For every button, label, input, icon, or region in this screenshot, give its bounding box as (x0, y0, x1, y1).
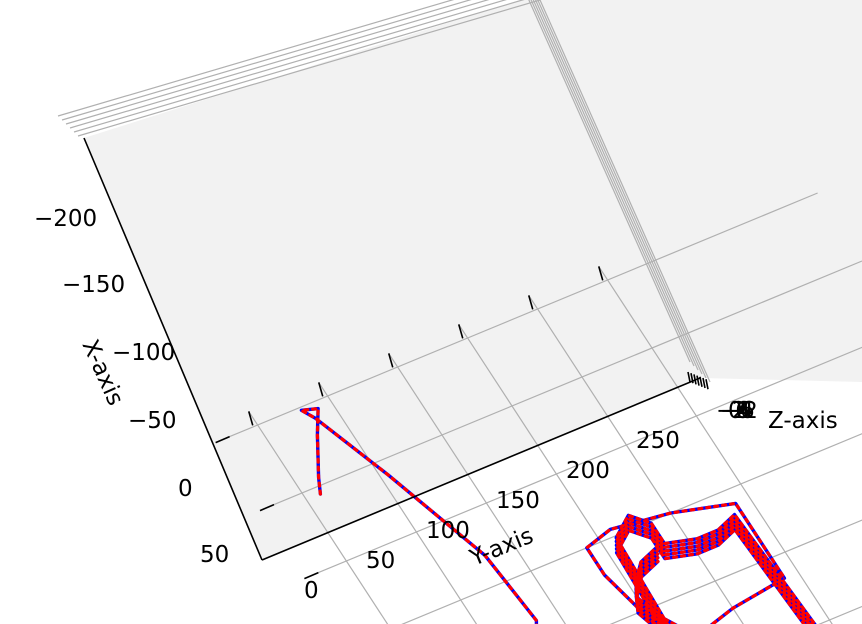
x-tick-label: −200 (34, 206, 97, 232)
x-tick-mark (215, 435, 230, 444)
grid-lines (229, 192, 862, 624)
y-tick-mark (387, 353, 394, 368)
y-tick-label: 200 (566, 458, 610, 484)
grid-line-x (609, 519, 862, 624)
series-line (615, 528, 806, 624)
pane-edge-line (532, 0, 699, 371)
z-axis-edge-lines (57, 0, 711, 383)
y-tick-mark (247, 411, 254, 426)
y-tick-label: 250 (636, 428, 680, 454)
x-tick-mark (304, 571, 319, 580)
x-axis-line (83, 137, 263, 561)
z-tick-label: 2 (732, 398, 747, 424)
grid-line-y (458, 324, 655, 624)
series-line (614, 524, 809, 624)
pane-edge-line (537, 0, 707, 379)
pane-edge-line (61, 0, 472, 121)
pane-edge-line (73, 0, 525, 133)
y-axis-line (261, 377, 701, 561)
y-tick-label: 150 (496, 488, 540, 514)
x-tick-labels: −200 −150 −100 −50 0 50 (34, 206, 229, 568)
y-tick-label: 50 (366, 548, 395, 574)
z-tick-label: −4 (720, 398, 754, 424)
z-tick-label: 6 (740, 398, 755, 424)
x-tick-label: −50 (128, 408, 177, 434)
x-tick-label: 50 (200, 542, 229, 568)
x-tick-label: 0 (178, 476, 193, 502)
pane-edge-line (530, 0, 695, 367)
y-tick-mark (317, 382, 324, 397)
pane-edge-line (57, 0, 455, 117)
z-tick-labels: −6 −4 −2 0 2 4 6 (716, 398, 758, 424)
pane-edge-line (65, 0, 490, 125)
series-line (299, 406, 787, 624)
z-axis-label: Z-axis (768, 408, 838, 434)
x-tick-label: −100 (112, 340, 175, 366)
y-tick-mark (457, 324, 464, 339)
z-tick-mark (687, 371, 691, 383)
series-line (614, 513, 817, 624)
z-tick-mark (693, 374, 697, 385)
z-tick-label: −2 (724, 398, 758, 424)
grid-line-y (318, 382, 478, 624)
pane-edge-line (539, 0, 711, 383)
series-layer (299, 406, 817, 624)
y-tick-labels: 0 50 100 150 200 250 (304, 428, 680, 604)
z-tick-mark (690, 373, 694, 384)
pane-edge-line (69, 0, 507, 129)
y-tick-mark (597, 266, 604, 281)
xy-pane (84, 0, 862, 560)
pane-edge-line (528, 0, 691, 363)
z-tick-label: −6 (716, 398, 750, 424)
y-tick-label: 100 (426, 518, 470, 544)
z-tick-mark (702, 377, 706, 389)
y-tick-mark (527, 295, 534, 310)
z-tick-mark (705, 379, 709, 390)
x-tick-label: −150 (62, 272, 125, 298)
series-line (614, 520, 812, 624)
z-tick-label: 4 (736, 398, 751, 424)
pane-edge-line (77, 0, 541, 137)
grid-line-y (598, 266, 833, 624)
x-tick-mark (259, 503, 275, 512)
z-tick-label: 0 (728, 398, 743, 424)
z-tick-mark (696, 375, 700, 386)
grid-line-y (388, 353, 567, 624)
series-line (614, 516, 814, 624)
tick-marks (215, 266, 709, 580)
grid-line-y (528, 295, 744, 624)
grid-line-y (248, 411, 389, 624)
y-tick-label: 0 (304, 578, 319, 604)
pane-edge-line (534, 0, 703, 375)
z-tick-mark (699, 376, 703, 387)
